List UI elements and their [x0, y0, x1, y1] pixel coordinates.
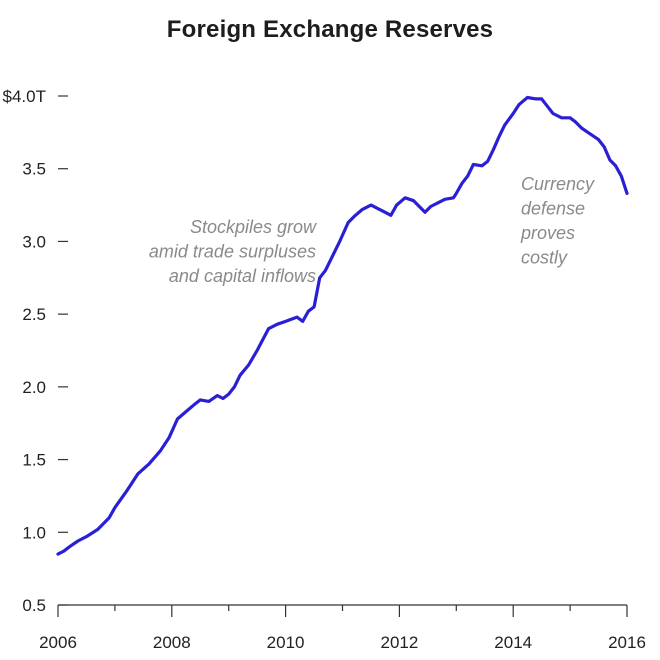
y-tick-label: 3.0: [22, 232, 46, 251]
annotation-currency-defense: Currency defense proves costly: [520, 174, 595, 268]
y-axis: 0.5 1.0 1.5 2.0 2.5 3.0 3.5 $4.0T: [3, 87, 68, 615]
y-tick-label: 1.5: [22, 451, 46, 470]
annotation-line: proves: [520, 223, 575, 243]
annotation-stockpiles: Stockpiles grow amid trade surpluses and c…: [149, 217, 317, 286]
annotation-line: defense: [521, 199, 585, 219]
y-tick-label: 2.0: [22, 378, 46, 397]
y-tick-label: 3.5: [22, 160, 46, 179]
x-tick-label: 2012: [380, 633, 418, 652]
series-group: [56, 95, 629, 556]
annotation-line: Stockpiles grow: [190, 217, 317, 237]
x-axis: 2006 2008 2010 2012 2014 2016: [39, 604, 646, 652]
annotation-line: amid trade surpluses: [149, 242, 316, 262]
y-tick-label: $4.0T: [3, 87, 46, 106]
y-tick-label: 1.0: [22, 523, 46, 542]
x-tick-label: 2008: [153, 633, 191, 652]
chart-title: Foreign Exchange Reserves: [166, 16, 494, 43]
annotation-line: costly: [521, 248, 568, 268]
x-tick-label: 2006: [39, 633, 77, 652]
annotations: Stockpiles grow amid trade surpluses and c…: [149, 174, 595, 286]
x-tick-label: 2016: [608, 633, 646, 652]
x-tick-label: 2010: [267, 633, 305, 652]
annotation-line: and capital inflows: [169, 266, 316, 286]
reserves-line: [56, 95, 629, 556]
y-tick-label: 2.5: [22, 305, 46, 324]
x-tick-label: 2014: [494, 633, 532, 652]
y-tick-label: 0.5: [22, 596, 46, 615]
annotation-line: Currency: [521, 174, 595, 194]
